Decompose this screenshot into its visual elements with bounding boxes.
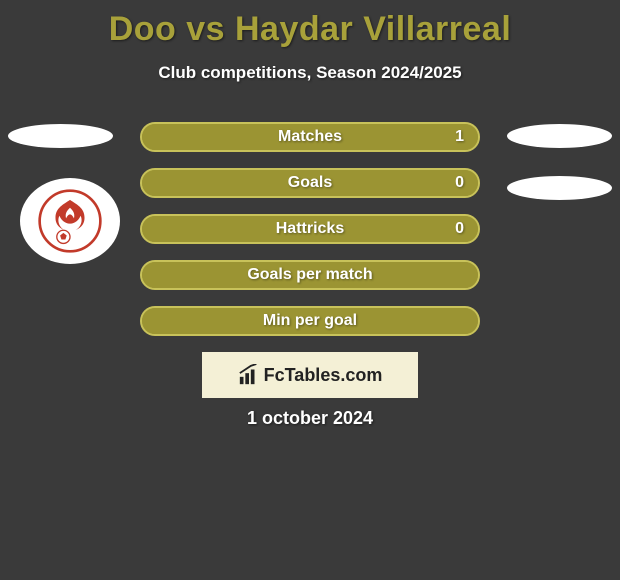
player1-club-badge	[20, 178, 120, 264]
stat-bar-matches: Matches 1	[140, 122, 480, 152]
subtitle: Club competitions, Season 2024/2025	[0, 63, 620, 83]
stat-bar-right-value: 0	[455, 174, 464, 192]
fctables-logo-card: FcTables.com	[202, 352, 418, 398]
stat-bar-label: Matches	[278, 128, 342, 146]
stat-bar-label: Min per goal	[263, 312, 357, 330]
stat-bar-goals: Goals 0	[140, 168, 480, 198]
stat-bar-min-per-goal: Min per goal	[140, 306, 480, 336]
page-title: Doo vs Haydar Villarreal	[0, 0, 620, 49]
bar-chart-icon	[238, 364, 260, 386]
stat-bar-label: Hattricks	[276, 220, 344, 238]
stat-bar-label: Goals per match	[247, 266, 372, 284]
stat-bar-goals-per-match: Goals per match	[140, 260, 480, 290]
player1-photo-placeholder	[8, 124, 113, 148]
stat-bar-right-value: 1	[455, 128, 464, 146]
stat-bar-label: Goals	[288, 174, 332, 192]
stat-bar-hattricks: Hattricks 0	[140, 214, 480, 244]
infographic-date: 1 october 2024	[0, 408, 620, 429]
player2-photo-placeholder-2	[507, 176, 612, 200]
club-crest-icon	[37, 188, 103, 254]
fctables-logo: FcTables.com	[238, 364, 383, 386]
player2-photo-placeholder-1	[507, 124, 612, 148]
stat-bar-right-value: 0	[455, 220, 464, 238]
comparison-bars: Matches 1 Goals 0 Hattricks 0 Goals per match M…	[140, 122, 480, 352]
fctables-logo-text: FcTables.com	[264, 365, 383, 386]
